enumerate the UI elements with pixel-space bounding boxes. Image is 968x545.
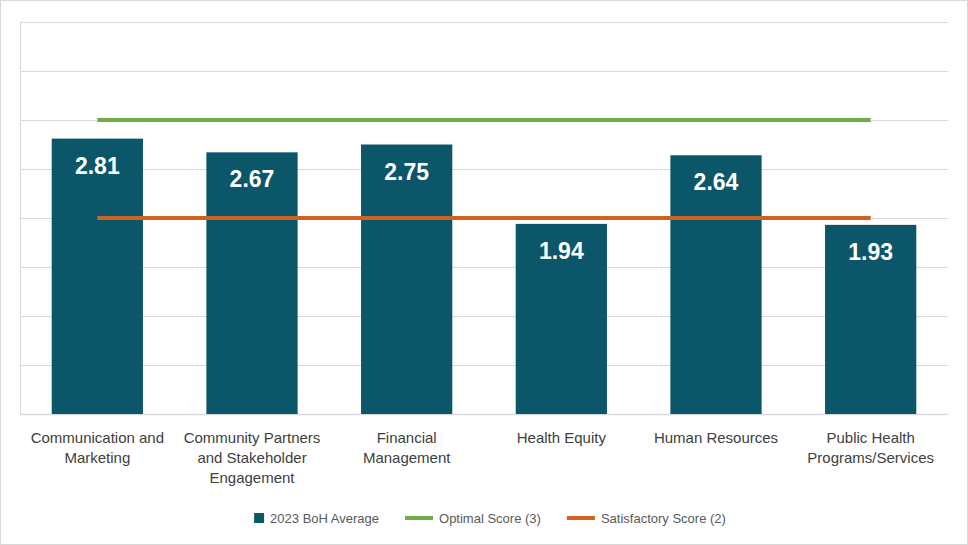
bar [361,145,452,415]
data-label: 1.94 [539,238,584,264]
bar [825,225,916,414]
plot: Communication andMarketing Community Part… [20,23,949,487]
legend-item: 2023 BoH Average [254,511,379,526]
legend-swatch [567,516,595,520]
data-label: 2.64 [694,169,739,195]
legend-label: Satisfactory Score (2) [601,511,726,526]
grid-line [20,71,948,72]
tick: Communication andMarketing [31,414,164,466]
tick [20,71,948,72]
bar [52,139,143,414]
bar [516,224,607,414]
data-label: 2.75 [384,159,429,185]
chart: Communication andMarketing Community Part… [0,0,968,545]
legend-swatch [254,513,264,523]
data-label: 1.93 [848,239,893,265]
tick [20,120,948,121]
grid-line [20,267,948,268]
grid-line [20,169,948,170]
data-label: 2.67 [230,166,275,192]
tick-label: Health Equity [517,429,607,446]
marks [52,120,917,414]
tick-label: Human Resources [654,429,778,446]
grid-line [20,414,948,415]
tick [20,267,948,268]
grid-line [20,218,948,219]
tick-label: Communication andMarketing [31,429,164,466]
reference-line [97,118,870,122]
tick [20,169,948,170]
tick [20,414,948,415]
legend-item: Satisfactory Score (2) [567,511,726,526]
tick: Public HealthPrograms/Services [807,414,934,466]
x-axis: Communication andMarketing Community Part… [21,414,949,486]
reference-line [97,216,870,220]
tick [20,22,948,23]
tick [20,218,948,219]
tick-label: Community Partnersand StakeholderEngagem… [184,429,321,486]
tick-label: FinancialManagement [363,429,451,466]
bar [670,155,761,414]
background [1,1,968,545]
data-label: 2.81 [75,153,120,179]
tick: Health Equity [517,414,607,446]
y-axis-line [21,23,949,415]
grid-line [20,365,948,366]
x-axis-line [21,414,949,416]
y-axis [20,23,948,415]
tick [20,365,948,366]
tick: Human Resources [654,414,778,446]
tick-label: Public HealthPrograms/Services [807,429,934,466]
legend-label: 2023 BoH Average [270,511,379,526]
tick [20,316,948,317]
legend-swatch [405,516,433,520]
tick: FinancialManagement [363,414,451,466]
legend-label: Optimal Score (3) [439,511,541,526]
grid-line [20,120,948,121]
legend-item: Optimal Score (3) [405,511,541,526]
data-labels: 2.81 2.67 2.75 1.94 2.64 1.93 [75,153,893,265]
tick: Community Partnersand StakeholderEngagem… [184,414,321,486]
grid-line [20,316,948,317]
grid-line [20,22,948,23]
bar [206,152,297,414]
legend: 2023 BoH Average Optimal Score (3) Satisfa… [254,511,726,526]
